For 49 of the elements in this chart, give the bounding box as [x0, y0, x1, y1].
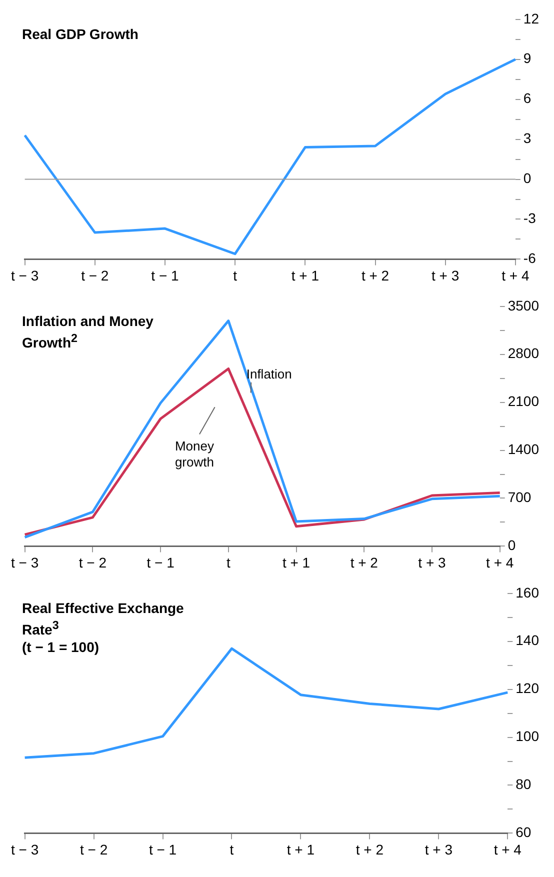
y-tick-label: 140 — [516, 632, 540, 648]
x-tick-label: t − 1 — [148, 841, 177, 858]
y-tick-label: 700 — [508, 489, 532, 506]
x-tick-label: t + 3 — [418, 554, 446, 570]
x-tick-label: t + 4 — [486, 554, 514, 570]
text: Real Effective Exchange Rate$^{3}$ — [22, 600, 185, 639]
x-tick-label: t + 1 — [291, 267, 320, 284]
y-tick-label: 3500 — [508, 297, 540, 314]
y-tick-label: 120 — [516, 680, 540, 696]
y-tick-label: 0 — [508, 537, 516, 554]
x-tick-label: t + 4 — [494, 841, 522, 858]
x-tick-label: t — [230, 841, 234, 858]
y-tick-label: 60 — [516, 824, 532, 840]
y-tick-label: 9 — [523, 50, 532, 66]
x-tick-label: t + 2 — [350, 554, 378, 570]
series-label: Money growth — [174, 438, 214, 470]
y-tick-label: 2800 — [508, 345, 540, 362]
x-tick-label: t + 1 — [282, 554, 310, 570]
x-tick-label: t + 3 — [432, 267, 460, 284]
text: Real GDP Growth — [22, 26, 138, 43]
x-tick-label: t + 1 — [286, 841, 315, 858]
series-label: Inflation — [246, 366, 292, 382]
y-tick-label: 12 — [523, 10, 540, 26]
x-tick-label: t — [233, 267, 238, 284]
x-tick-label: t − 3 — [10, 554, 39, 570]
x-tick-label: t − 2 — [80, 841, 108, 858]
y-tick-label: 3 — [523, 130, 532, 146]
x-tick-label: t + 2 — [356, 841, 384, 858]
y-tick-label: 2100 — [508, 393, 540, 410]
y-tick-label: 80 — [516, 776, 532, 792]
x-tick-label: t − 3 — [10, 267, 39, 284]
y-tick-label: 6 — [523, 90, 532, 106]
x-tick-label: t − 2 — [78, 554, 107, 570]
y-tick-label: 100 — [516, 728, 540, 744]
y-tick-label: 0 — [523, 170, 532, 186]
text: Inflation and Money Growth$^{2}$ — [22, 313, 154, 352]
y-tick-label: 1400 — [508, 441, 540, 458]
x-tick-label: t — [226, 554, 230, 570]
x-tick-label: t − 2 — [81, 267, 109, 284]
x-tick-label: t − 3 — [10, 841, 39, 858]
text: (t − 1 = 100) — [22, 638, 100, 656]
x-tick-label: t + 3 — [424, 841, 453, 858]
y-tick-label: 160 — [516, 584, 540, 600]
x-tick-label: t + 4 — [502, 267, 530, 284]
x-tick-label: t − 1 — [146, 554, 175, 570]
x-tick-label: t + 2 — [361, 267, 390, 284]
y-tick-label: -3 — [523, 210, 536, 226]
x-tick-label: t − 1 — [151, 267, 180, 284]
y-tick-label: -6 — [523, 250, 536, 266]
